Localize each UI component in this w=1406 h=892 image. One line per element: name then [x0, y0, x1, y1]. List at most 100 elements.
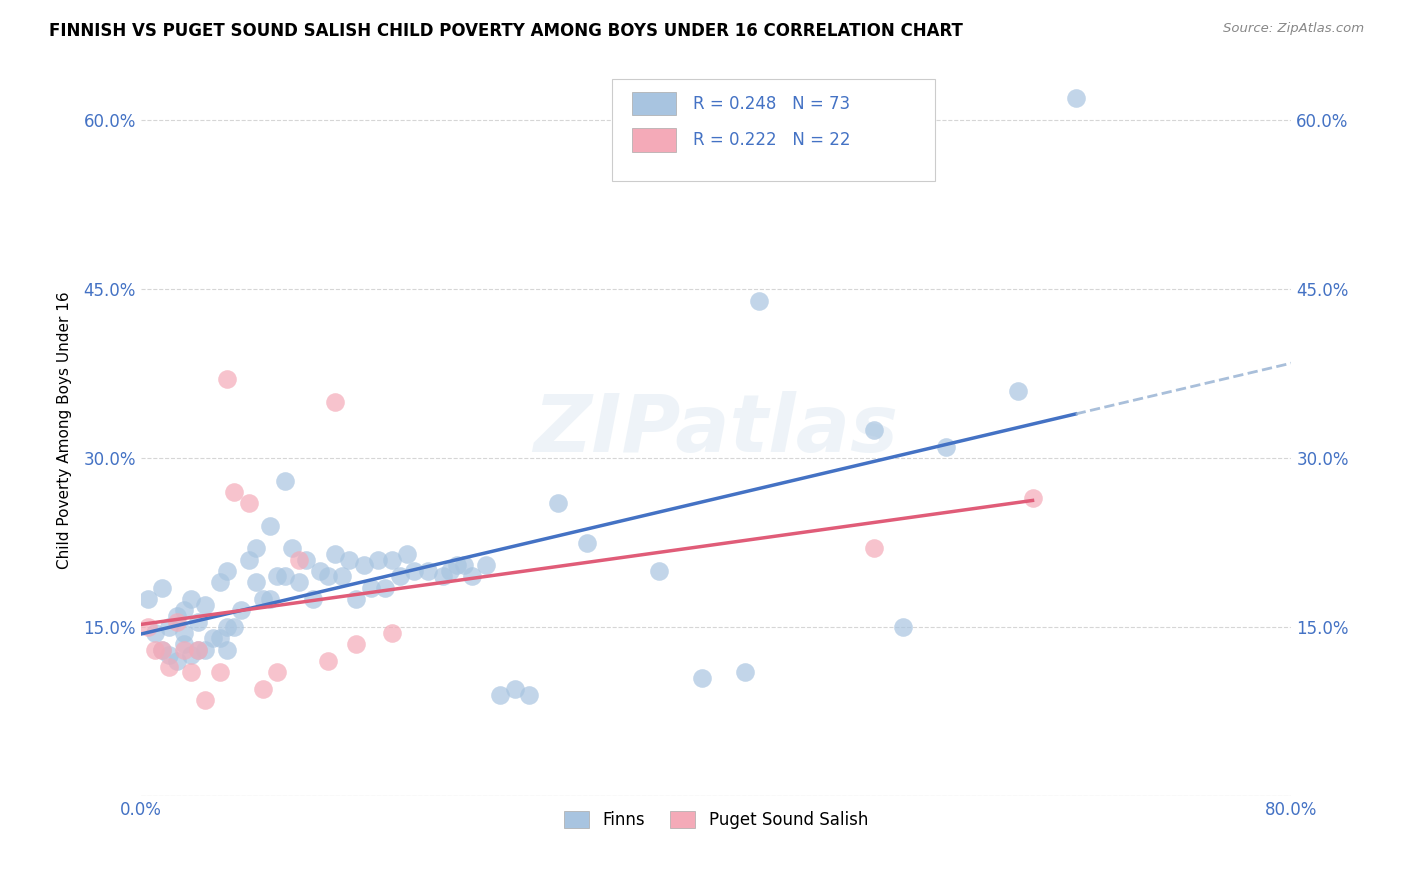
Text: R = 0.248   N = 73: R = 0.248 N = 73: [693, 95, 851, 112]
Point: [166, 615, 188, 629]
Point: [863, 423, 886, 437]
Point: [547, 496, 569, 510]
Point: [136, 620, 159, 634]
Point: [316, 654, 339, 668]
Point: [224, 620, 246, 634]
Point: [353, 558, 375, 573]
Point: [194, 598, 217, 612]
Point: [288, 575, 311, 590]
Point: [330, 569, 353, 583]
Point: [460, 569, 482, 583]
Point: [266, 665, 288, 680]
Point: [194, 693, 217, 707]
FancyBboxPatch shape: [613, 78, 935, 181]
Point: [194, 642, 217, 657]
Point: [316, 569, 339, 583]
Point: [208, 665, 231, 680]
Point: [432, 569, 454, 583]
Point: [446, 558, 468, 573]
Point: [187, 642, 209, 657]
Point: [187, 615, 209, 629]
Text: FINNISH VS PUGET SOUND SALISH CHILD POVERTY AMONG BOYS UNDER 16 CORRELATION CHAR: FINNISH VS PUGET SOUND SALISH CHILD POVE…: [49, 22, 963, 40]
Point: [402, 564, 425, 578]
Point: [238, 552, 260, 566]
Point: [863, 541, 886, 556]
Point: [150, 581, 173, 595]
Point: [381, 625, 404, 640]
Point: [259, 518, 281, 533]
Point: [173, 603, 195, 617]
Point: [647, 564, 669, 578]
Point: [503, 682, 526, 697]
Point: [208, 632, 231, 646]
Point: [309, 564, 332, 578]
Point: [180, 592, 202, 607]
Y-axis label: Child Poverty Among Boys Under 16: Child Poverty Among Boys Under 16: [58, 292, 72, 569]
Point: [150, 642, 173, 657]
Point: [208, 575, 231, 590]
Point: [215, 642, 238, 657]
Point: [187, 642, 209, 657]
Point: [245, 541, 267, 556]
Point: [238, 496, 260, 510]
Point: [245, 575, 267, 590]
Point: [157, 620, 180, 634]
Point: [360, 581, 382, 595]
Point: [215, 620, 238, 634]
Point: [367, 552, 389, 566]
Point: [323, 547, 346, 561]
Point: [374, 581, 396, 595]
Point: [173, 637, 195, 651]
Text: R = 0.222   N = 22: R = 0.222 N = 22: [693, 131, 851, 149]
Point: [891, 620, 914, 634]
Point: [346, 592, 368, 607]
Point: [180, 665, 202, 680]
Point: [259, 592, 281, 607]
Point: [157, 659, 180, 673]
Point: [575, 535, 598, 549]
FancyBboxPatch shape: [633, 92, 676, 115]
Point: [266, 569, 288, 583]
Point: [252, 682, 274, 697]
Point: [215, 372, 238, 386]
Point: [489, 688, 512, 702]
Point: [1007, 384, 1029, 398]
Point: [748, 293, 770, 308]
Point: [337, 552, 360, 566]
Point: [395, 547, 418, 561]
Point: [173, 625, 195, 640]
Point: [166, 608, 188, 623]
Point: [1064, 91, 1087, 105]
Point: [734, 665, 756, 680]
Point: [381, 552, 404, 566]
Point: [935, 440, 957, 454]
Point: [690, 671, 713, 685]
Point: [517, 688, 540, 702]
Point: [150, 642, 173, 657]
Point: [280, 541, 302, 556]
Point: [302, 592, 325, 607]
Point: [295, 552, 318, 566]
Point: [252, 592, 274, 607]
Point: [273, 474, 295, 488]
Legend: Finns, Puget Sound Salish: Finns, Puget Sound Salish: [558, 804, 875, 835]
Text: ZIPatlas: ZIPatlas: [533, 391, 898, 469]
Point: [388, 569, 411, 583]
Point: [273, 569, 295, 583]
Point: [1021, 491, 1043, 505]
Point: [224, 485, 246, 500]
Point: [201, 632, 224, 646]
Point: [418, 564, 440, 578]
Point: [475, 558, 498, 573]
Point: [288, 552, 311, 566]
Point: [143, 642, 166, 657]
Point: [180, 648, 202, 663]
Point: [453, 558, 475, 573]
Point: [231, 603, 253, 617]
Point: [166, 654, 188, 668]
Point: [136, 592, 159, 607]
Point: [173, 642, 195, 657]
Point: [323, 395, 346, 409]
Text: Source: ZipAtlas.com: Source: ZipAtlas.com: [1223, 22, 1364, 36]
FancyBboxPatch shape: [633, 128, 676, 152]
